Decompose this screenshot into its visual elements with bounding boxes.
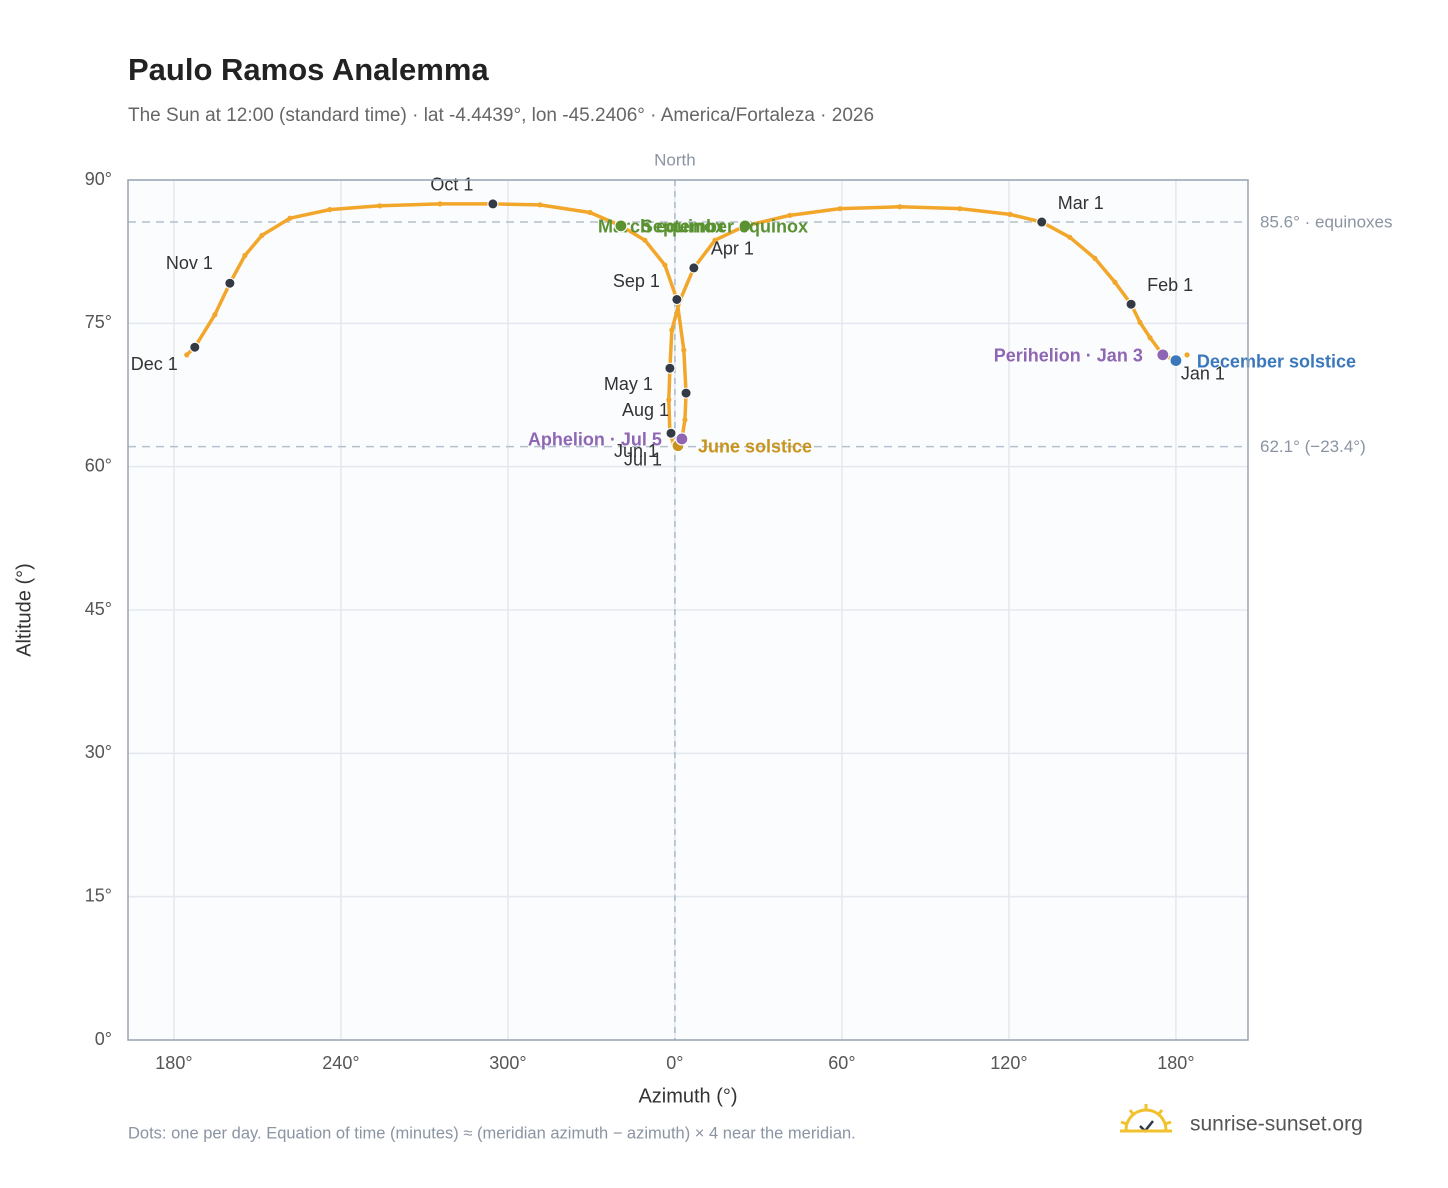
day-dot <box>897 204 903 210</box>
month-label: Jul 1 <box>624 449 662 469</box>
month-marker <box>664 362 676 374</box>
x-axis-title: Azimuth (°) <box>638 1085 737 1107</box>
month-label: May 1 <box>604 374 653 394</box>
event-marker <box>1169 354 1183 368</box>
month-label: Sep 1 <box>613 271 660 291</box>
day-dot <box>537 202 543 208</box>
month-label: Feb 1 <box>1147 275 1193 295</box>
month-marker <box>1125 298 1137 310</box>
footnote: Dots: one per day. Equation of time (min… <box>128 1124 856 1142</box>
day-dot <box>957 206 963 212</box>
day-dot <box>327 207 333 213</box>
day-dot <box>1137 319 1143 325</box>
day-dot <box>259 232 265 239</box>
x-tick-label: 0° <box>666 1053 683 1073</box>
event-marker <box>1156 348 1170 362</box>
event-marker <box>675 432 689 446</box>
y-axis-title: Altitude (°) <box>13 563 35 657</box>
y-tick-label: 60° <box>85 455 112 475</box>
event-label: Aphelion · Jul 5 <box>528 430 662 450</box>
x-tick-label: 60° <box>828 1053 855 1073</box>
month-marker <box>680 387 692 399</box>
month-label: Jan 1 <box>1181 363 1225 383</box>
day-dot <box>1184 352 1190 358</box>
month-marker <box>189 341 201 353</box>
reference-label: 62.1° (−23.4°) <box>1260 437 1366 456</box>
meridian-label: North <box>654 150 696 169</box>
month-label: Apr 1 <box>711 239 754 259</box>
month-label: Dec 1 <box>131 354 178 374</box>
y-tick-label: 90° <box>85 169 112 189</box>
chart-subtitle: The Sun at 12:00 (standard time) · lat -… <box>128 105 874 126</box>
day-dot <box>681 347 687 353</box>
day-dot <box>837 206 843 212</box>
day-dot <box>1067 234 1073 240</box>
x-tick-label: 300° <box>489 1053 526 1073</box>
month-marker <box>665 427 677 439</box>
month-marker <box>671 293 683 305</box>
day-dot <box>712 237 718 243</box>
event-label: December solstice <box>1197 351 1356 371</box>
day-dot <box>787 212 793 218</box>
x-tick-label: 120° <box>990 1053 1027 1073</box>
day-dot <box>587 209 593 216</box>
month-marker <box>487 198 499 210</box>
day-dot <box>212 312 218 318</box>
day-dot <box>642 237 648 243</box>
event-label: September equinox <box>641 217 808 237</box>
day-dot <box>682 417 688 423</box>
brand-logo <box>1120 1104 1172 1133</box>
day-dot <box>662 262 668 268</box>
day-dot <box>1007 211 1013 217</box>
y-tick-label: 0° <box>95 1029 112 1049</box>
day-dot <box>287 215 293 221</box>
month-label: Oct 1 <box>430 175 473 195</box>
month-marker <box>1036 216 1048 228</box>
day-dot <box>666 397 672 403</box>
plot-border <box>127 179 1249 1041</box>
day-dot <box>184 352 190 358</box>
day-dot <box>1112 279 1118 285</box>
month-label: Aug 1 <box>622 400 669 420</box>
y-tick-label: 15° <box>85 885 112 905</box>
x-tick-label: 180° <box>1157 1053 1194 1073</box>
day-dot <box>242 252 248 259</box>
day-dot <box>377 203 383 209</box>
month-label: Mar 1 <box>1058 193 1104 213</box>
reference-label: 85.6° · equinoxes <box>1260 213 1393 232</box>
event-label: Perihelion · Jan 3 <box>994 346 1143 366</box>
event-label: June solstice <box>698 436 812 456</box>
month-label: Nov 1 <box>166 253 213 273</box>
x-tick-label: 180° <box>155 1053 192 1073</box>
day-dot <box>669 327 675 333</box>
month-marker <box>688 262 700 274</box>
month-label: Jun 1 <box>614 441 658 461</box>
y-tick-label: 75° <box>85 312 112 332</box>
day-dot <box>1092 255 1098 261</box>
x-tick-label: 240° <box>322 1053 359 1073</box>
month-marker <box>224 277 236 289</box>
y-tick-label: 45° <box>85 599 112 619</box>
brand: sunrise-sunset.org <box>1190 1113 1363 1136</box>
event-label: March equinox <box>598 217 725 237</box>
chart-title: Paulo Ramos Analemma <box>128 52 489 87</box>
event-marker <box>738 219 752 233</box>
event-marker <box>614 219 628 233</box>
y-tick-label: 30° <box>85 742 112 762</box>
day-dot <box>437 201 443 207</box>
day-dot <box>1147 335 1153 341</box>
